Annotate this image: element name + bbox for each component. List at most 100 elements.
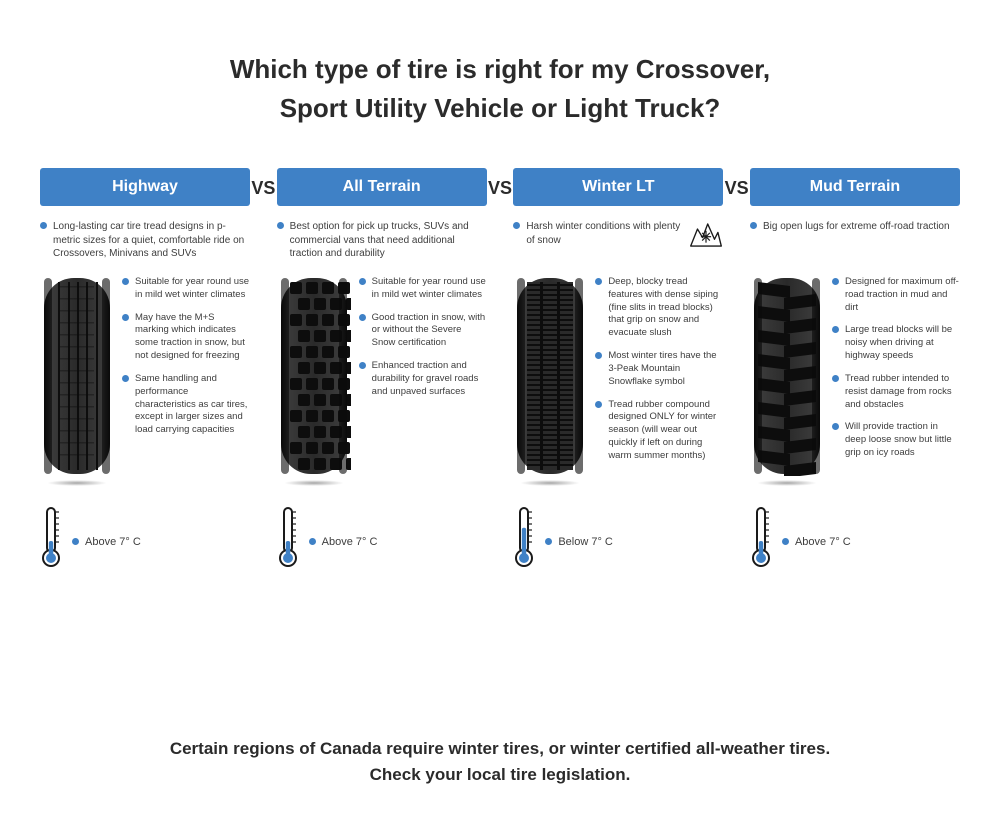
thermometer-icon [750,504,772,579]
tire-image [277,276,351,486]
bullet-icon [359,362,366,369]
bullet-icon [832,326,839,333]
bullet-icon [750,222,757,229]
feature-item: Tread rubber intended to resist damage f… [832,373,960,411]
feature-item: Designed for maximum off-road traction i… [832,276,960,314]
tire-intro: Long-lasting car tire tread designs in p… [40,220,250,266]
tire-type-header: Highway [40,168,250,206]
temperature-text: Above 7° C [85,536,141,548]
intro-text: Harsh winter conditions with plenty of s… [526,220,683,247]
tire-intro: Big open lugs for extreme off-road tract… [750,220,960,266]
feature-item: Tread rubber compound designed ONLY for … [595,399,723,463]
bullet-icon [832,375,839,382]
bullet-icon [72,538,79,545]
title-line-2: Sport Utility Vehicle or Light Truck? [40,89,960,128]
vs-label: VS [724,168,750,199]
bullet-icon [122,278,129,285]
vs-label: VS [487,168,513,199]
tire-column: All TerrainBest option for pick up truck… [277,168,487,579]
tire-shadow [284,480,344,486]
thermometer-icon [40,504,62,579]
feature-item: May have the M+S marking which indicates… [122,312,250,363]
footer-note: Certain regions of Canada require winter… [40,736,960,787]
temperature-text: Above 7° C [795,536,851,548]
temperature-row: Above 7° C [750,504,960,579]
temperature-row: Above 7° C [40,504,250,579]
feature-item: Large tread blocks will be noisy when dr… [832,324,960,362]
tire-type-header: Winter LT [513,168,723,206]
feature-text: Deep, blocky tread features with dense s… [608,276,723,340]
temperature-row: Below 7° C [513,504,723,579]
tire-image [750,276,824,486]
bullet-icon [122,314,129,321]
feature-text: Suitable for year round use in mild wet … [135,276,250,302]
temperature-label: Below 7° C [545,536,613,548]
feature-text: Most winter tires have the 3-Peak Mounta… [608,350,723,388]
tire-shadow [520,480,580,486]
bullet-icon [40,222,47,229]
thermometer-icon [277,504,299,579]
bullet-icon [832,278,839,285]
feature-item: Deep, blocky tread features with dense s… [595,276,723,340]
temperature-row: Above 7° C [277,504,487,579]
feature-item: Will provide traction in deep loose snow… [832,421,960,459]
feature-item: Suitable for year round use in mild wet … [359,276,487,302]
bullet-icon [545,538,552,545]
bullet-icon [359,314,366,321]
tire-column: Winter LT Harsh winter conditions with pl… [513,168,723,579]
tire-shadow [757,480,817,486]
page-title: Which type of tire is right for my Cross… [40,50,960,128]
temperature-text: Above 7° C [322,536,378,548]
tire-body-row: Deep, blocky tread features with dense s… [513,276,723,486]
bullet-icon [595,352,602,359]
feature-text: May have the M+S marking which indicates… [135,312,250,363]
bullet-icon [359,278,366,285]
vs-label: VS [250,168,276,199]
title-line-1: Which type of tire is right for my Cross… [40,50,960,89]
intro-text: Big open lugs for extreme off-road tract… [763,220,960,234]
intro-text: Best option for pick up trucks, SUVs and… [290,220,487,261]
tire-image [513,276,587,486]
feature-item: Enhanced traction and durability for gra… [359,360,487,398]
tire-type-header: Mud Terrain [750,168,960,206]
footer-line-2: Check your local tire legislation. [40,762,960,788]
comparison-columns: Highway Long-lasting car tire tread desig… [40,168,960,579]
feature-text: Same handling and performance characteri… [135,373,250,437]
feature-text: Good traction in snow, with or without t… [372,312,487,350]
feature-text: Will provide traction in deep loose snow… [845,421,960,459]
feature-text: Enhanced traction and durability for gra… [372,360,487,398]
feature-list: Suitable for year round use in mild wet … [122,276,250,437]
tire-body-row: Suitable for year round use in mild wet … [277,276,487,486]
feature-item: Most winter tires have the 3-Peak Mounta… [595,350,723,388]
thermometer-icon [513,504,535,579]
feature-list: Deep, blocky tread features with dense s… [595,276,723,463]
feature-item: Same handling and performance characteri… [122,373,250,437]
tire-column: Highway Long-lasting car tire tread desig… [40,168,250,579]
intro-text: Long-lasting car tire tread designs in p… [53,220,250,261]
feature-text: Suitable for year round use in mild wet … [372,276,487,302]
feature-item: Good traction in snow, with or without t… [359,312,487,350]
feature-item: Suitable for year round use in mild wet … [122,276,250,302]
feature-text: Tread rubber compound designed ONLY for … [608,399,723,463]
mountain-snowflake-icon [689,220,723,250]
temperature-label: Above 7° C [309,536,378,548]
tire-shadow [47,480,107,486]
bullet-icon [782,538,789,545]
temperature-label: Above 7° C [72,536,141,548]
bullet-icon [595,401,602,408]
feature-text: Tread rubber intended to resist damage f… [845,373,960,411]
temperature-label: Above 7° C [782,536,851,548]
temperature-text: Below 7° C [558,536,613,548]
bullet-icon [595,278,602,285]
tire-body-row: Designed for maximum off-road traction i… [750,276,960,486]
feature-list: Designed for maximum off-road traction i… [832,276,960,460]
bullet-icon [832,423,839,430]
tire-body-row: Suitable for year round use in mild wet … [40,276,250,486]
feature-text: Designed for maximum off-road traction i… [845,276,960,314]
tire-column: Mud Terrain Big open lugs for extreme off… [750,168,960,579]
tire-intro: Best option for pick up trucks, SUVs and… [277,220,487,266]
feature-text: Large tread blocks will be noisy when dr… [845,324,960,362]
bullet-icon [277,222,284,229]
bullet-icon [513,222,520,229]
tire-intro: Harsh winter conditions with plenty of s… [513,220,723,266]
